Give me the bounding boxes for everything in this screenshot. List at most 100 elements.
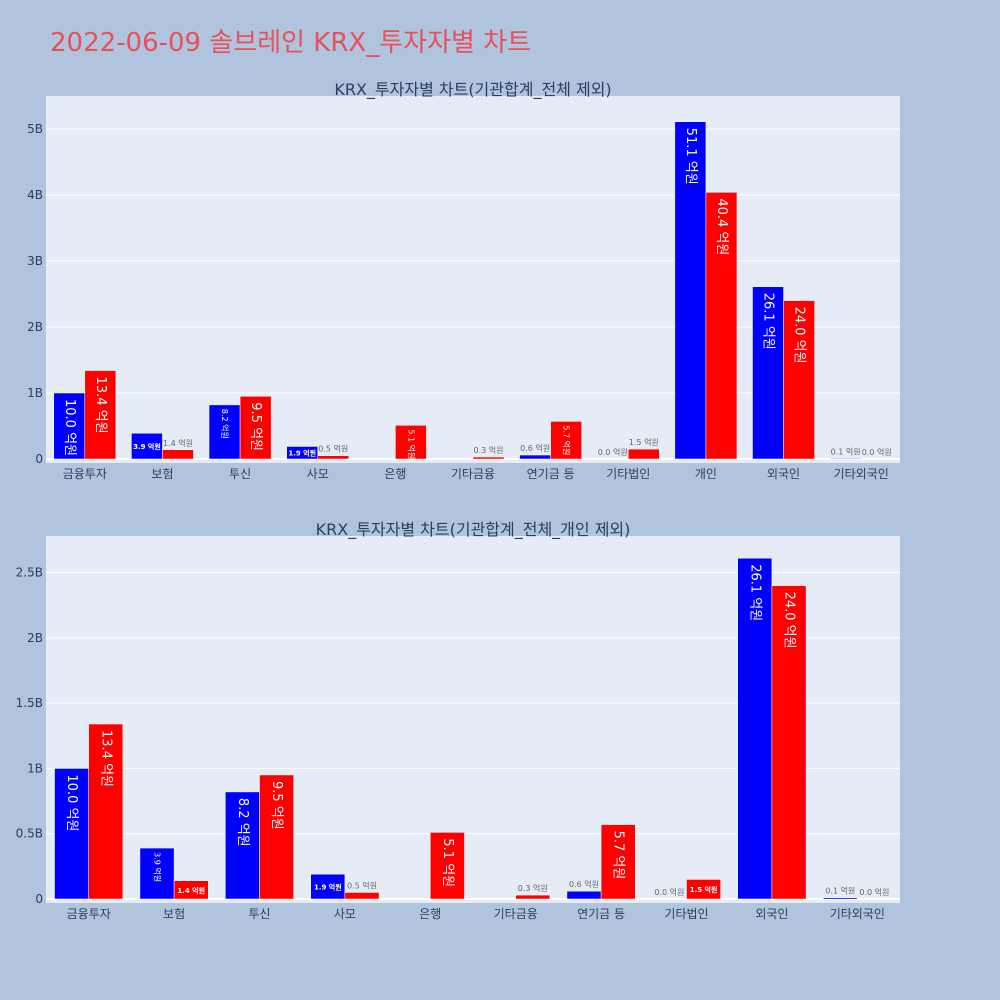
bar — [566, 890, 602, 900]
data-label: 13.4 억원 — [93, 377, 108, 434]
data-label: 0.5 억원 — [318, 444, 348, 454]
data-label: 0.0 억원 — [598, 447, 628, 457]
data-label: 5.1 억원 — [406, 429, 416, 459]
bar — [829, 458, 862, 460]
bar — [239, 396, 272, 460]
page-title: 2022-06-09 솔브레인 KRX_투자자별 차트 — [50, 28, 532, 58]
bar — [317, 455, 350, 460]
subplot-title: KRX_투자자별 차트(기관합계_전체 제외) — [334, 80, 611, 100]
bar — [225, 791, 260, 900]
bar — [395, 425, 427, 460]
data-label: 10.0 억원 — [62, 399, 77, 456]
bar — [139, 847, 175, 900]
bar — [430, 832, 465, 900]
data-label: 24.0 억원 — [792, 307, 807, 364]
y-tick-label: 0.5B — [16, 827, 43, 841]
bar — [519, 454, 551, 460]
x-tick-label: 보험 — [163, 907, 185, 921]
x-tick-label: 기타외국인 — [830, 907, 885, 921]
x-tick-label: 기타금융 — [451, 467, 495, 481]
subplot-title: KRX_투자자별 차트(기관합계_전체_개인 제외) — [316, 520, 631, 540]
bar — [286, 446, 318, 460]
data-label: 40.4 억원 — [714, 198, 729, 255]
data-label: 5.7 억원 — [611, 831, 626, 880]
bar — [822, 897, 858, 900]
data-label: 0.6 억원 — [569, 879, 599, 889]
data-label: 8.2 억원 — [220, 409, 230, 439]
bar — [173, 880, 209, 900]
bar — [686, 879, 721, 900]
bar — [208, 404, 241, 460]
bar — [705, 192, 738, 460]
data-label: 9.5 억원 — [248, 402, 263, 451]
bar — [259, 774, 294, 900]
data-label: 8.2 억원 — [235, 798, 250, 847]
x-tick-label: 사모 — [334, 907, 356, 921]
y-tick-label: 1B — [27, 761, 43, 775]
data-label: 0.5 억원 — [347, 880, 377, 890]
y-tick-label: 4B — [27, 188, 43, 202]
bar — [84, 370, 117, 460]
data-label: 1.5 억원 — [690, 885, 718, 894]
data-label: 1.5 억원 — [629, 437, 659, 447]
bar — [550, 421, 582, 460]
x-tick-label: 금융투자 — [63, 467, 107, 481]
x-tick-label: 기타법인 — [606, 467, 650, 481]
data-label: 1.4 억원 — [177, 886, 205, 895]
data-label: 1.4 억원 — [163, 438, 193, 448]
bar — [88, 723, 124, 900]
x-tick-label: 기타법인 — [664, 907, 708, 921]
bar — [771, 585, 807, 900]
bar — [628, 448, 660, 460]
x-tick-label: 보험 — [151, 467, 173, 481]
chart-1: 0 1B 2B 3B 4B 5B KRX_투자자별 차트(기관합계_전체 제외) 금융투자 10… — [27, 80, 900, 481]
y-tick-label: 0 — [35, 452, 43, 466]
y-tick-label: 1B — [27, 386, 43, 400]
data-label: 26.1 억원 — [747, 564, 762, 621]
data-label: 3.9 억원 — [133, 442, 161, 451]
data-label: 5.7 억원 — [562, 425, 572, 455]
data-label: 0.3 억원 — [518, 883, 548, 893]
x-tick-label: 사모 — [307, 467, 329, 481]
x-tick-label: 기타외국인 — [834, 467, 889, 481]
bar — [54, 768, 89, 900]
x-tick-label: 기타금융 — [494, 907, 538, 921]
data-label: 1.9 억원 — [288, 449, 316, 458]
x-tick-label: 투신 — [229, 467, 251, 481]
bar — [737, 557, 773, 900]
bar — [600, 824, 636, 900]
y-tick-label: 0 — [35, 892, 43, 906]
x-tick-label: 투신 — [248, 907, 270, 921]
x-tick-label: 연기금 등 — [577, 907, 625, 921]
bar — [53, 392, 86, 460]
data-label: 0.1 억원 — [825, 886, 855, 896]
y-tick-label: 3B — [27, 254, 43, 268]
x-tick-label: 은행 — [419, 906, 441, 921]
y-tick-label: 2.5B — [16, 566, 43, 580]
x-tick-label: 연기금 등 — [527, 467, 575, 481]
data-label: 51.1 억원 — [683, 128, 698, 185]
bar — [131, 433, 163, 460]
data-label: 5.1 억원 — [440, 838, 455, 887]
data-label: 24.0 억원 — [781, 592, 796, 649]
bar — [344, 892, 380, 900]
data-label: 0.6 억원 — [520, 443, 550, 453]
x-tick-label: 은행 — [384, 466, 406, 481]
bar — [674, 121, 707, 460]
data-label: 26.1 억원 — [761, 293, 776, 350]
bar — [472, 456, 505, 460]
y-tick-label: 2B — [27, 320, 43, 334]
chart-2: 0 0.5B 1B 1.5B 2B 2.5B KRX_투자자별 차트(기관합계_전체_개인 … — [16, 520, 900, 921]
data-label: 0.0 억원 — [862, 447, 892, 457]
data-label: 10.0 억원 — [64, 774, 79, 831]
data-label: 3.9 억원 — [153, 852, 163, 882]
x-tick-label: 외국인 — [767, 467, 800, 481]
x-tick-label: 외국인 — [755, 907, 788, 921]
bar — [783, 300, 815, 460]
x-tick-label: 금융투자 — [67, 907, 111, 921]
x-tick-label: 개인 — [695, 467, 717, 481]
data-label: 0.0 억원 — [859, 887, 889, 897]
bar — [752, 286, 784, 460]
data-label: 1.9 억원 — [314, 883, 342, 892]
